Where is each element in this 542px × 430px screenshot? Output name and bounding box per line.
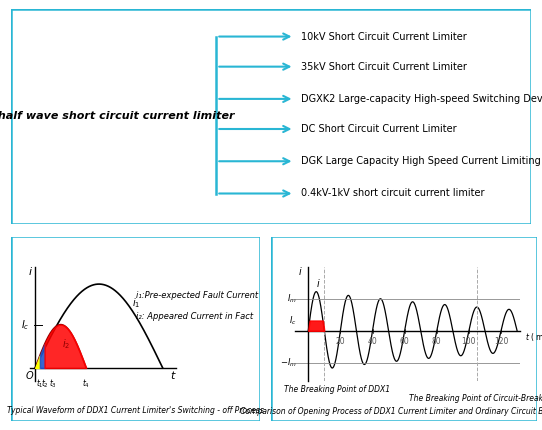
- Text: $i$: $i$: [298, 265, 302, 277]
- FancyBboxPatch shape: [11, 9, 531, 224]
- FancyBboxPatch shape: [11, 237, 260, 421]
- Text: $t_2$: $t_2$: [41, 377, 49, 390]
- Text: 20: 20: [335, 337, 345, 346]
- Text: $t_1$: $t_1$: [36, 377, 44, 390]
- Text: $t$: $t$: [170, 369, 177, 381]
- Text: i₁:Pre-expected Fault Current: i₁:Pre-expected Fault Current: [136, 291, 257, 300]
- Text: $i$: $i$: [28, 265, 33, 277]
- Text: 40: 40: [367, 337, 377, 346]
- Text: First half wave short circuit current limiter: First half wave short circuit current li…: [0, 111, 234, 121]
- Text: $i$: $i$: [317, 277, 321, 289]
- Text: $I_c$: $I_c$: [289, 314, 297, 327]
- Text: 35kV Short Circuit Current Limiter: 35kV Short Circuit Current Limiter: [301, 61, 467, 72]
- Text: 120: 120: [494, 337, 508, 346]
- Text: The Breaking Point of Circuit-Breaker: The Breaking Point of Circuit-Breaker: [409, 394, 542, 403]
- Text: $t_3$: $t_3$: [49, 377, 56, 390]
- Text: $i_2$: $i_2$: [62, 337, 70, 351]
- Text: $t$ ( ms ): $t$ ( ms ): [525, 331, 542, 343]
- Text: i₂: Appeared Current in Fact: i₂: Appeared Current in Fact: [136, 311, 253, 320]
- Text: $O$: $O$: [25, 369, 35, 381]
- Text: 60: 60: [400, 337, 410, 346]
- Text: 10kV Short Circuit Current Limiter: 10kV Short Circuit Current Limiter: [301, 31, 467, 42]
- Text: $i_1$: $i_1$: [132, 296, 140, 310]
- Text: $I_m$: $I_m$: [287, 292, 297, 305]
- Text: 0.4kV-1kV short circuit current limiter: 0.4kV-1kV short circuit current limiter: [301, 188, 485, 199]
- Text: $t_4$: $t_4$: [82, 377, 90, 390]
- FancyBboxPatch shape: [271, 237, 537, 421]
- Text: DGK Large Capacity High Speed Current Limiting Breaker: DGK Large Capacity High Speed Current Li…: [301, 156, 542, 166]
- Text: Comparison of Opening Process of DDX1 Current Limiter and Ordinary Circuit Break: Comparison of Opening Process of DDX1 Cu…: [240, 407, 542, 416]
- Text: DGXK2 Large-capacity High-speed Switching Device: DGXK2 Large-capacity High-speed Switchin…: [301, 94, 542, 104]
- Text: DC Short Circuit Current Limiter: DC Short Circuit Current Limiter: [301, 124, 457, 134]
- Text: Typical Waveform of DDX1 Current Limiter's Switching - off Process: Typical Waveform of DDX1 Current Limiter…: [7, 406, 264, 415]
- Text: $-I_m$: $-I_m$: [280, 356, 297, 369]
- Text: 100: 100: [462, 337, 476, 346]
- Text: $I_c$: $I_c$: [21, 318, 29, 332]
- Text: The Breaking Point of DDX1: The Breaking Point of DDX1: [284, 384, 390, 393]
- Text: 80: 80: [432, 337, 442, 346]
